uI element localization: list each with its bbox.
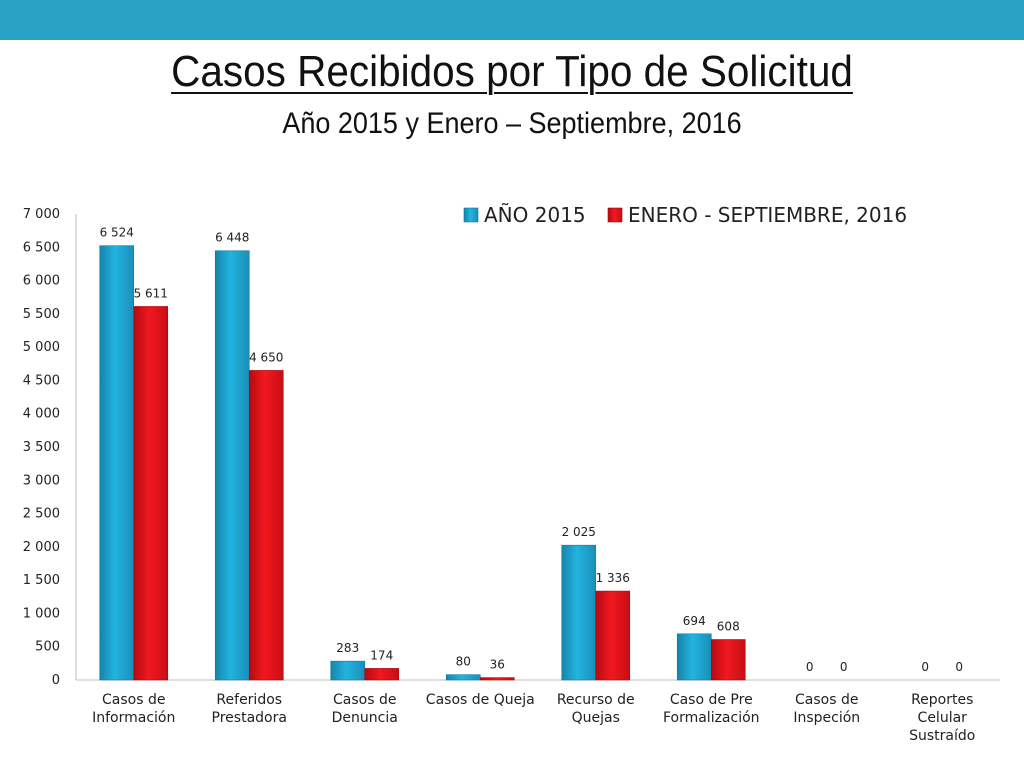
category-label: Casos de [795, 692, 858, 708]
legend-label: ENERO - SEPTIEMBRE, 2016 [628, 203, 907, 227]
category-label: Celular [918, 710, 968, 726]
y-tick-label: 2 000 [23, 540, 60, 555]
data-label: 0 [840, 660, 848, 674]
category-label: Reportes [911, 692, 973, 708]
data-label: 0 [806, 660, 814, 674]
bar-2016 [248, 370, 284, 681]
data-label: 174 [370, 648, 393, 662]
category-label: Casos de Queja [426, 692, 535, 708]
legend-label: AÑO 2015 [484, 203, 586, 227]
bar-2015 [99, 245, 135, 681]
data-label: 5 611 [134, 286, 168, 300]
y-tick-label: 5 000 [23, 340, 60, 355]
bar-2016 [133, 306, 169, 681]
top-accent-bar [0, 0, 1024, 40]
category-label: Recurso de [557, 692, 635, 708]
category-label: Formalización [663, 710, 760, 726]
category-label: Referidos [216, 692, 282, 708]
y-tick-label: 1 000 [23, 606, 60, 621]
bar-2015 [445, 674, 481, 681]
category-label: Inspeción [793, 710, 860, 726]
category-label: Casos de [102, 692, 165, 708]
slide-title: Casos Recibidos por Tipo de Solicitud [171, 47, 853, 96]
bar-2015 [561, 544, 597, 681]
y-axis: 0 500 1 000 1 500 2 000 2 500 3 000 3 500 4 000 4… [23, 207, 1000, 688]
data-label: 36 [490, 658, 505, 672]
y-tick-label: 500 [35, 640, 60, 655]
bar-2015 [676, 633, 712, 681]
data-label: 80 [456, 655, 471, 669]
legend-swatch [463, 207, 479, 223]
bars-group: 6 524 5 611 6 448 4 650 283 174 80 36 2 025 1 336… [99, 226, 963, 681]
category-label: Información [92, 710, 175, 726]
data-label: 608 [717, 620, 740, 634]
y-tick-label: 3 500 [23, 440, 60, 455]
data-label: 0 [955, 660, 963, 674]
category-label: Denuncia [332, 710, 398, 726]
data-label: 6 448 [215, 231, 249, 245]
data-label: 1 336 [596, 571, 630, 585]
data-label: 6 524 [100, 226, 134, 240]
y-tick-label: 4 500 [23, 373, 60, 388]
category-label: Caso de Pre [670, 692, 753, 708]
category-labels: Casos de Información Referidos Prestadora Ca… [92, 692, 975, 744]
category-label: Casos de [333, 692, 396, 708]
legend-swatch [607, 207, 623, 223]
y-tick-label: 4 000 [23, 407, 60, 422]
data-label: 0 [921, 660, 929, 674]
slide-subtitle: Año 2015 y Enero – Septiembre, 2016 [282, 107, 742, 140]
bar-2016 [479, 677, 515, 681]
y-tick-label: 2 500 [23, 507, 60, 522]
bar-2016 [595, 590, 631, 681]
y-tick-label: 5 500 [23, 307, 60, 322]
bar-2015 [214, 250, 250, 681]
category-label: Quejas [572, 710, 620, 726]
y-tick-label: 6 000 [23, 274, 60, 289]
legend: AÑO 2015 ENERO - SEPTIEMBRE, 2016 [463, 203, 907, 227]
data-label: 4 650 [249, 350, 283, 364]
y-tick-label: 6 500 [23, 240, 60, 255]
bar-chart: 0 500 1 000 1 500 2 000 2 500 3 000 3 500 4 000 4… [23, 203, 1000, 744]
category-label: Prestadora [212, 710, 287, 726]
data-label: 2 025 [562, 525, 596, 539]
bar-2015 [330, 660, 366, 681]
category-label: Sustraído [909, 728, 975, 744]
bar-2016 [364, 668, 400, 681]
y-tick-label: 7 000 [23, 207, 60, 222]
data-label: 694 [683, 614, 706, 628]
y-tick-label: 3 000 [23, 473, 60, 488]
y-tick-label: 0 [52, 673, 60, 688]
y-tick-label: 1 500 [23, 573, 60, 588]
bar-2016 [710, 639, 746, 681]
data-label: 283 [336, 641, 359, 655]
